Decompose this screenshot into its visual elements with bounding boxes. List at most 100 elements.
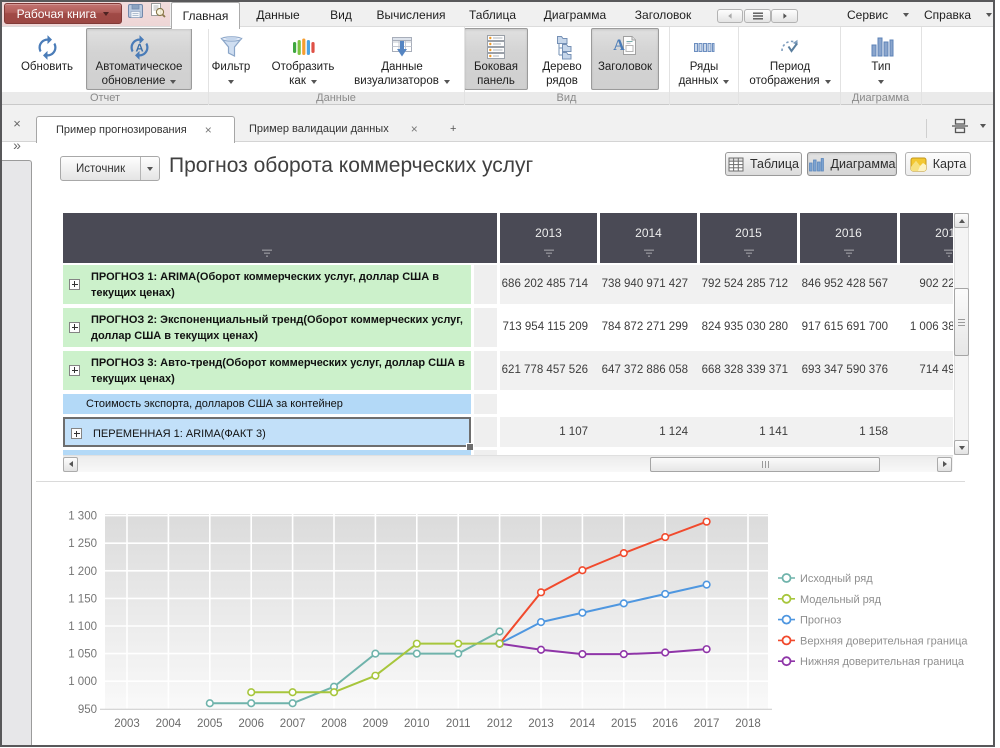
ribbon-tab-3[interactable]: Вид bbox=[318, 2, 364, 27]
side-panel-button[interactable]: Боковая панель bbox=[464, 28, 528, 90]
column-header-2015[interactable]: 2015 bbox=[700, 213, 797, 263]
table-row-label[interactable]: Стоимость экспорта, долларов США за конт… bbox=[63, 394, 471, 414]
auto-refresh-button[interactable]: A Автоматическое обновление bbox=[86, 28, 192, 90]
table-row-label[interactable]: ПЕРЕМЕННАЯ 1: ARIMA(ФАКТ 3) bbox=[63, 417, 471, 447]
ribbon-tab-7[interactable]: Заголовок bbox=[623, 2, 703, 27]
refresh-button[interactable]: Обновить bbox=[10, 28, 84, 90]
nav-menu-button[interactable] bbox=[744, 9, 771, 23]
table-cell-value[interactable]: 693 347 590 376 bbox=[801, 364, 888, 376]
split-view-button[interactable] bbox=[951, 118, 969, 139]
table-cell-value[interactable]: 668 328 339 371 bbox=[701, 364, 788, 376]
menu-help[interactable]: Справка bbox=[924, 2, 992, 27]
ribbon-tab-2[interactable]: Данные bbox=[245, 2, 311, 27]
expand-plus-icon[interactable] bbox=[69, 364, 80, 376]
table-cell-value[interactable]: 647 372 886 058 bbox=[601, 364, 688, 376]
workbook-menu-button[interactable]: Рабочая книга bbox=[4, 3, 122, 24]
data-table: 2013 2014 2015 2016 2017 ПРОГНОЗ 1: ARIMA(Обо… bbox=[63, 213, 953, 455]
nav-back-button[interactable] bbox=[717, 9, 743, 23]
expand-plus-icon[interactable] bbox=[71, 428, 82, 439]
ribbon-button-label: Фильтр bbox=[211, 61, 251, 73]
triangle-left-icon bbox=[68, 461, 73, 467]
column-header-label: 2013 bbox=[535, 226, 562, 240]
legend-label[interactable]: Прогноз bbox=[800, 615, 841, 627]
view-button-label: Диаграмма bbox=[830, 157, 896, 171]
scroll-left-button[interactable] bbox=[63, 456, 78, 472]
legend-label[interactable]: Верхняя доверительная граница bbox=[800, 635, 968, 647]
scroll-right-button[interactable] bbox=[937, 456, 952, 472]
source-button[interactable]: Источник bbox=[60, 156, 160, 181]
table-cell-value[interactable]: 784 872 271 299 bbox=[601, 321, 688, 333]
chevron-down-icon[interactable] bbox=[980, 124, 986, 128]
new-tab-button[interactable]: + bbox=[450, 116, 456, 141]
view-button-table[interactable]: Таблица bbox=[725, 152, 802, 176]
column-header-2016[interactable]: 2016 bbox=[800, 213, 897, 263]
legend-label[interactable]: Нижняя доверительная граница bbox=[800, 656, 965, 668]
source-dropdown[interactable] bbox=[140, 157, 159, 180]
table-horizontal-scrollbar[interactable] bbox=[63, 455, 953, 472]
collapsed-side-panel[interactable] bbox=[2, 160, 32, 745]
expand-plus-icon[interactable] bbox=[69, 278, 80, 290]
data-series-button[interactable]: Ряды данных bbox=[672, 28, 736, 90]
horizontal-scrollbar-thumb[interactable] bbox=[650, 456, 880, 472]
ribbon-group-label: Диаграмма bbox=[851, 92, 910, 104]
title-button[interactable]: A Заголовок bbox=[591, 28, 659, 90]
vertical-scrollbar-thumb[interactable] bbox=[954, 288, 969, 356]
print-preview-button[interactable] bbox=[148, 3, 167, 22]
series-tree-button[interactable]: Дерево рядов bbox=[532, 28, 592, 90]
table-cell-value[interactable]: 1 158 bbox=[859, 426, 888, 438]
filter-button[interactable]: Фильтр bbox=[202, 28, 260, 90]
visualizer-data-button[interactable]: Данные визуализаторов bbox=[344, 28, 460, 90]
column-header-2017[interactable]: 2017 bbox=[900, 213, 953, 263]
view-button-map[interactable]: Карта bbox=[905, 152, 971, 176]
expand-plus-icon[interactable] bbox=[69, 321, 80, 333]
workbook-menu-label: Рабочая книга bbox=[16, 6, 97, 21]
table-cell-value[interactable]: 738 940 971 427 bbox=[601, 278, 688, 290]
column-header-2013[interactable]: 2013 bbox=[500, 213, 597, 263]
table-row-label[interactable]: ПРОГНОЗ 3: Авто-тренд(Оборот коммерчески… bbox=[63, 351, 471, 390]
table-cell-value[interactable]: 1 141 bbox=[759, 426, 788, 438]
scroll-down-button[interactable] bbox=[954, 440, 969, 455]
ribbon-tab-5[interactable]: Таблица bbox=[458, 2, 527, 27]
table-row-label[interactable]: ПРОГНОЗ 1: ARIMA(Оборот коммерческих усл… bbox=[63, 265, 471, 304]
ribbon-button-label: как bbox=[289, 74, 306, 87]
row-header-column-head[interactable] bbox=[63, 213, 497, 263]
ribbon-tab-6[interactable]: Диаграмма bbox=[534, 2, 616, 27]
scroll-up-button[interactable] bbox=[954, 213, 969, 228]
table-cell-value[interactable]: 1 107 bbox=[559, 426, 588, 438]
table-cell-value[interactable]: 846 952 428 567 bbox=[801, 278, 888, 290]
document-tab[interactable]: Пример валидации данных × bbox=[249, 116, 418, 141]
nav-menu-icon bbox=[752, 12, 763, 20]
panel-close-button[interactable]: × bbox=[9, 115, 25, 131]
table-vertical-scrollbar[interactable] bbox=[954, 213, 969, 455]
table-cell-value[interactable]: 1 006 383 bbox=[909, 321, 953, 333]
column-header-2014[interactable]: 2014 bbox=[600, 213, 697, 263]
table-cell-value[interactable]: 917 615 691 700 bbox=[801, 321, 888, 333]
table-cell-value[interactable]: 714 494 bbox=[919, 364, 953, 376]
table-cell-value[interactable]: 621 778 457 526 bbox=[501, 364, 588, 376]
table-cell-value[interactable]: 792 524 285 712 bbox=[701, 278, 788, 290]
view-button-chart[interactable]: Диаграмма bbox=[807, 152, 897, 176]
nav-forward-button[interactable] bbox=[771, 9, 798, 23]
menu-service[interactable]: Сервис bbox=[847, 2, 909, 27]
tab-close-icon[interactable]: × bbox=[204, 123, 212, 137]
panel-expand-button[interactable]: » bbox=[8, 137, 26, 153]
chart-type-button[interactable]: Тип bbox=[842, 28, 920, 90]
pane-divider bbox=[36, 481, 965, 482]
save-button[interactable] bbox=[126, 3, 145, 22]
table-row-label[interactable]: ПРОГНОЗ 2: Экспоненциальный тренд(Оборот… bbox=[63, 308, 471, 347]
document-tab-active[interactable]: Пример прогнозирования × bbox=[36, 116, 235, 143]
table-cell-value[interactable]: 686 202 485 714 bbox=[501, 278, 588, 290]
table-cell-value[interactable]: 824 935 030 280 bbox=[701, 321, 788, 333]
table-row-partial bbox=[63, 450, 471, 455]
display-period-button[interactable]: Период отображения bbox=[742, 28, 838, 90]
chart-series-marker bbox=[536, 645, 546, 654]
legend-label[interactable]: Модельный ряд bbox=[800, 594, 882, 606]
legend-label[interactable]: Исходный ряд bbox=[800, 573, 873, 585]
table-cell-value[interactable]: 902 225 bbox=[919, 278, 953, 290]
tab-close-icon[interactable]: × bbox=[410, 121, 418, 136]
ribbon-tab-4[interactable]: Вычисления bbox=[368, 2, 454, 27]
display-as-button[interactable]: Отобразить как bbox=[264, 28, 342, 90]
ribbon-tab-1[interactable]: Главная bbox=[171, 2, 240, 29]
table-cell-value[interactable]: 1 124 bbox=[659, 426, 688, 438]
table-cell-value[interactable]: 713 954 115 209 bbox=[502, 321, 588, 333]
